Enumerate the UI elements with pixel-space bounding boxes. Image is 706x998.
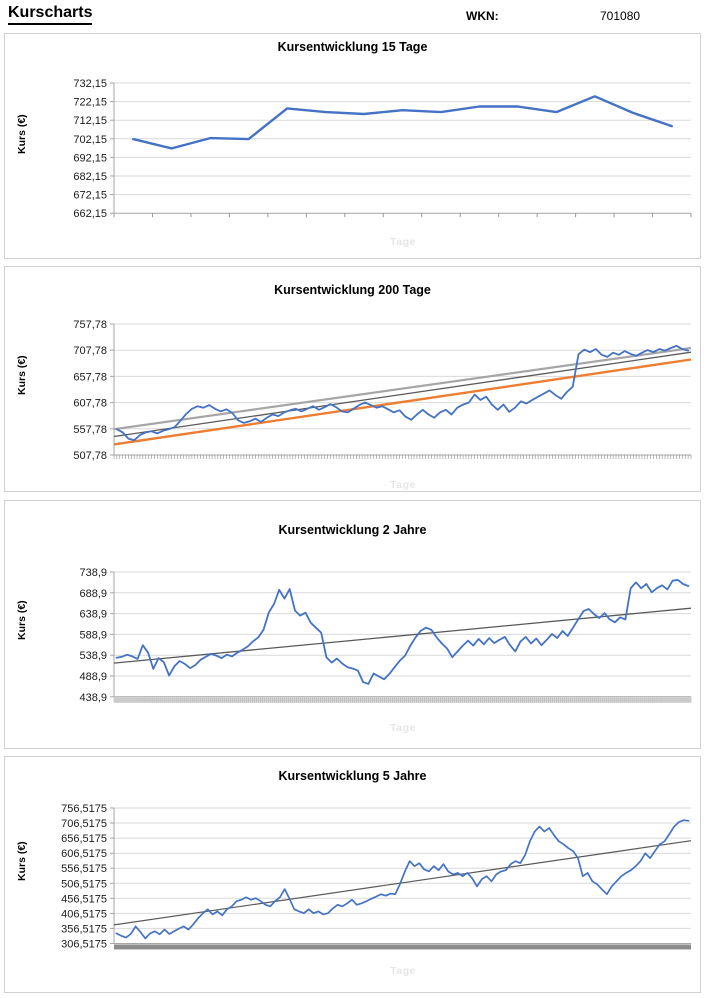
price-series-line <box>116 345 689 442</box>
y-tick-label: 756,5175 <box>61 803 107 815</box>
y-tick-label: 507,78 <box>73 450 107 462</box>
chart-title: Kursentwicklung 5 Jahre <box>278 769 427 783</box>
y-tick-label: 557,78 <box>73 424 107 436</box>
price-series-line <box>131 95 673 150</box>
chart-canvas: 756,5175 706,5175 656,5175 606,5175 556,5175… <box>61 803 692 951</box>
y-tick-label: 706,5175 <box>61 818 107 830</box>
y-tick-label: 538,9 <box>79 650 107 662</box>
y-tick-label: 607,78 <box>73 398 107 410</box>
wkn-label: WKN: <box>466 9 499 23</box>
y-tick-label: 732,15 <box>73 78 107 90</box>
price-series-line <box>115 819 690 940</box>
y-tick-label: 657,78 <box>73 371 107 383</box>
chart-panel-2-jahre[interactable]: Kursentwicklung 2 Jahre Kurs (€) 738,9 68… <box>4 500 701 749</box>
x-axis-title: Tage <box>390 722 416 734</box>
trend-orange <box>113 358 692 446</box>
chart-panel-200-tage[interactable]: Kursentwicklung 200 Tage Kurs (€) 757,78… <box>4 266 701 492</box>
y-tick-label: 406,5175 <box>61 908 107 920</box>
y-tick-label: 707,78 <box>73 345 107 357</box>
chart-title: Kursentwicklung 15 Tage <box>277 40 428 54</box>
trend-gray-light <box>113 346 692 431</box>
y-tick-label: 556,5175 <box>61 863 107 875</box>
y-tick-label: 688,9 <box>79 588 107 600</box>
y-tick-label: 588,9 <box>79 629 107 641</box>
y-tick-label: 356,5175 <box>61 923 107 935</box>
chart-panel-15-tage[interactable]: Kursentwicklung 15 Tage Kurs (€) 732,15 7… <box>4 33 701 259</box>
price-series-line <box>115 579 690 685</box>
x-axis-band <box>114 944 691 950</box>
y-tick-label: 722,15 <box>73 97 107 109</box>
wkn-value: 701080 <box>600 9 641 23</box>
x-axis-title: Tage <box>390 965 416 977</box>
chart-canvas: 732,15 722,15 712,15 702,15 692,15 682,15 672,… <box>73 78 692 220</box>
x-axis-title: Tage <box>390 236 416 248</box>
y-tick-label: 757,78 <box>73 319 107 331</box>
chart-panel-5-jahre[interactable]: Kursentwicklung 5 Jahre Kurs (€) 756,517… <box>4 756 701 993</box>
y-tick-label: 438,9 <box>79 692 107 704</box>
y-tick-label: 692,15 <box>73 152 107 164</box>
y-tick-label: 702,15 <box>73 134 107 146</box>
y-tick-label: 712,15 <box>73 115 107 127</box>
y-tick-label: 738,9 <box>79 567 107 579</box>
y-tick-label: 506,5175 <box>61 878 107 890</box>
y-tick-label: 606,5175 <box>61 848 107 860</box>
chart-title: Kursentwicklung 2 Jahre <box>278 523 427 537</box>
x-axis-title: Tage <box>390 479 416 491</box>
y-tick-label: 488,9 <box>79 671 107 683</box>
chart-title: Kursentwicklung 200 Tage <box>274 283 431 297</box>
chart-canvas: 757,78 707,78 657,78 607,78 557,78 507,78 <box>73 319 692 462</box>
y-tick-label: 306,5175 <box>61 939 107 951</box>
y-tick-label: 672,15 <box>73 190 107 202</box>
trend-gray-dark <box>113 351 692 438</box>
page-title: Kurscharts <box>8 4 93 25</box>
y-tick-label: 656,5175 <box>61 833 107 845</box>
y-tick-label: 456,5175 <box>61 893 107 905</box>
y-tick-label: 662,15 <box>73 208 107 220</box>
y-tick-label: 638,9 <box>79 609 107 621</box>
y-tick-label: 682,15 <box>73 171 107 183</box>
chart-canvas: 738,9 688,9 638,9 588,9 538,9 488,9 438,9 <box>79 567 692 704</box>
